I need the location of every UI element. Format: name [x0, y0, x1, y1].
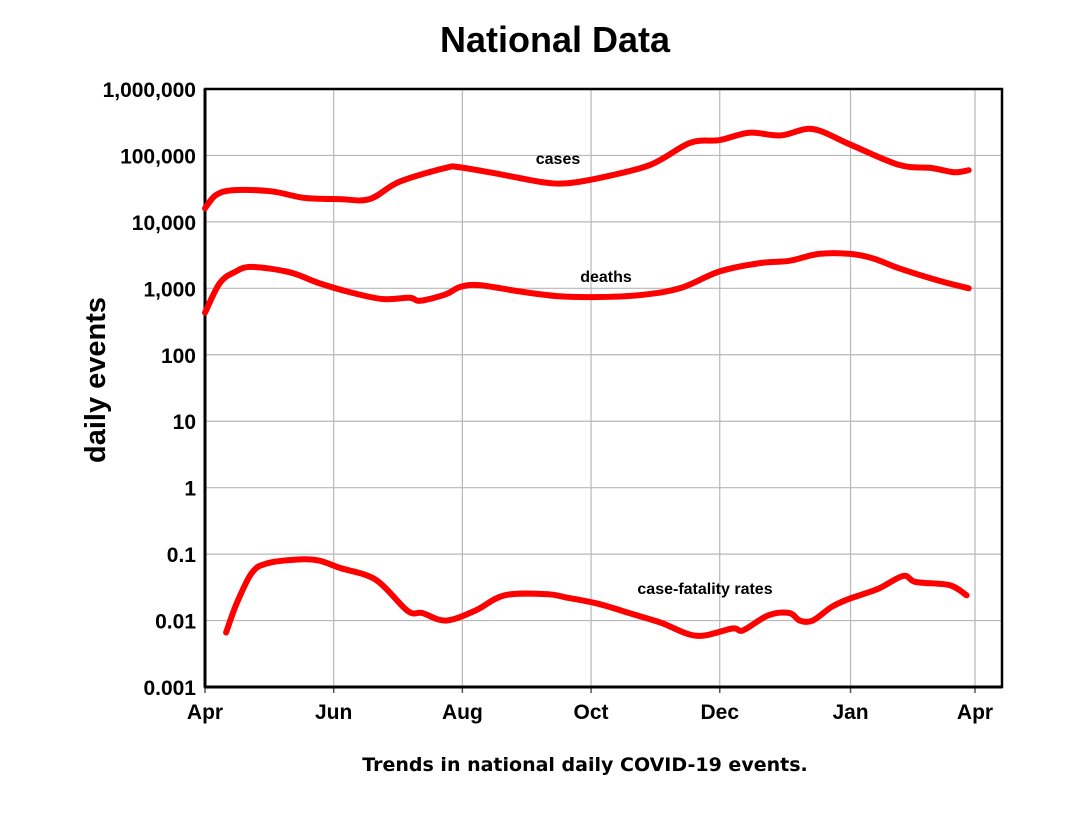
x-tick-label: Dec: [700, 701, 739, 724]
series-lines: [202, 125, 972, 639]
y-tick-label: 1,000,000: [103, 79, 196, 102]
y-tick-label: 0.1: [167, 544, 197, 567]
y-tick-label: 100: [161, 345, 196, 368]
y-tick-label: 0.01: [155, 611, 196, 634]
y-axis-tick-labels: 1,000,000 100,000 10,000 1,000 100 10 1 0.1 0.01…: [103, 79, 197, 700]
x-tick-label: Jun: [315, 701, 352, 724]
series-line-case-fatality-rates: [223, 556, 970, 639]
x-axis-tick-labels: Apr Jun Aug Oct Dec Jan Apr: [187, 701, 993, 724]
y-tick-label: 1,000: [143, 278, 196, 301]
y-tick-label: 0.001: [143, 677, 196, 700]
x-tick-label: Aug: [442, 701, 483, 724]
chart-title: National Data: [440, 19, 671, 60]
series-line-deaths: [202, 250, 972, 316]
plot-frame: [203, 87, 1004, 693]
annotation-case-fatality-rates: case-fatality rates: [637, 581, 772, 598]
y-tick-label: 10: [173, 411, 196, 434]
annotation-cases: cases: [536, 151, 581, 168]
x-tick-label: Jan: [832, 701, 868, 724]
annotation-deaths: deaths: [580, 269, 632, 286]
x-tick-label: Apr: [957, 701, 993, 724]
x-tick-label: Oct: [574, 701, 609, 724]
y-tick-label: 10,000: [132, 212, 196, 235]
chart-caption: Trends in national daily COVID-19 events…: [362, 754, 807, 776]
y-axis-label: daily events: [80, 297, 112, 463]
x-tick-label: Apr: [187, 701, 223, 724]
y-tick-label: 1: [184, 478, 196, 501]
series-line-cases: [202, 125, 972, 212]
y-tick-label: 100,000: [120, 145, 196, 168]
